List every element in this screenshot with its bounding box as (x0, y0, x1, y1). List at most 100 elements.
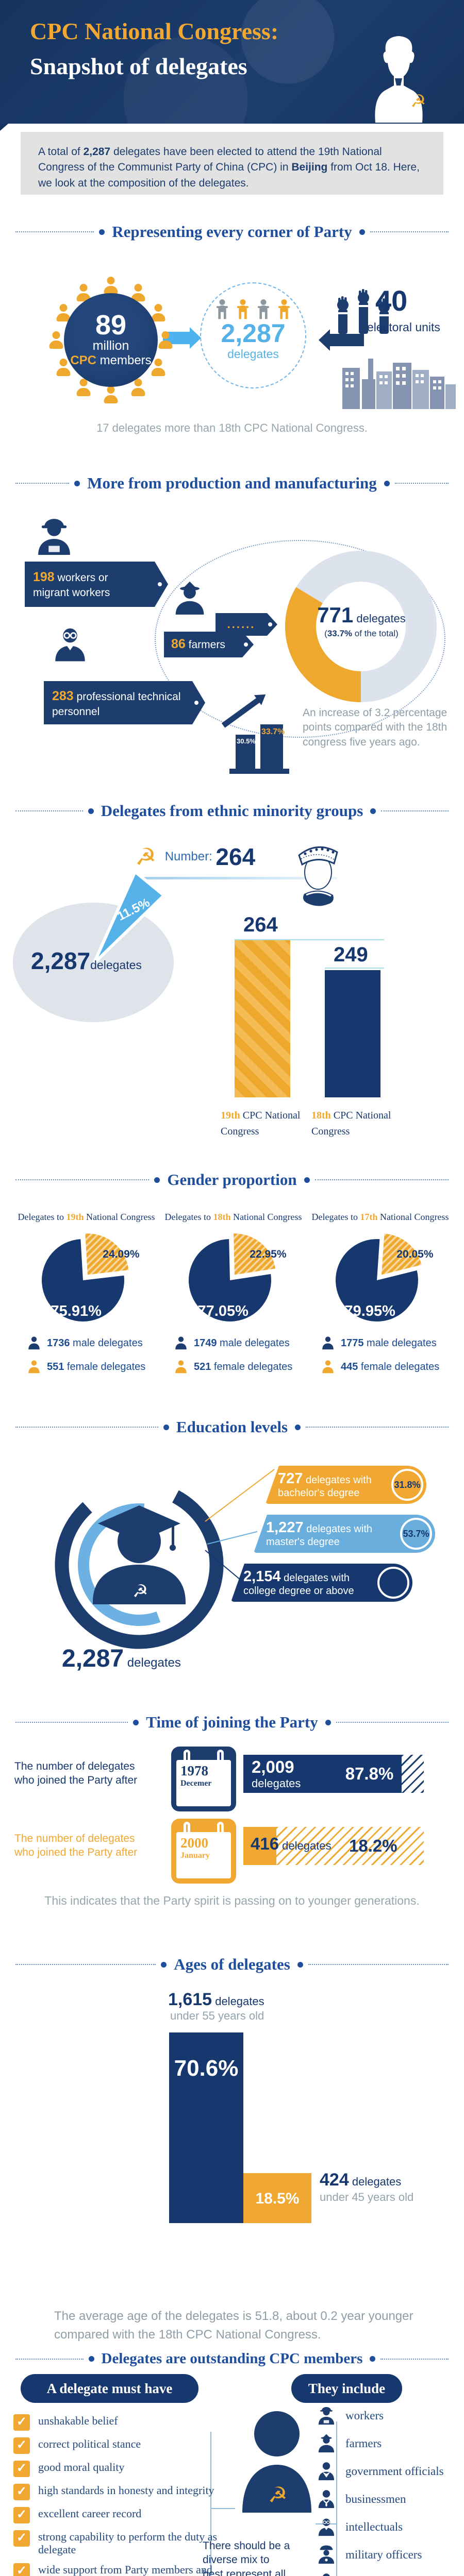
farmer-icon (170, 576, 209, 621)
ethnic-minority-person-icon (298, 846, 338, 906)
bullet-icon (163, 1424, 169, 1430)
member-icon (158, 331, 173, 349)
bullet-icon (325, 1719, 331, 1725)
section-title-education: Education levels (15, 1418, 449, 1436)
bar-remainder (402, 1755, 424, 1793)
bar-18th-congress (325, 970, 380, 1097)
education-total: 2,287 delegates (62, 1645, 181, 1672)
check-icon: ✓ (13, 2437, 30, 2454)
bullet-icon (384, 480, 390, 486)
gender-col-17th: Delegates to 17th National Congress 79.9… (307, 1212, 454, 1376)
section-title-gender: Gender proportion (15, 1171, 449, 1189)
hammer-sickle-icon: ☭ (410, 92, 426, 111)
female-icon (320, 1358, 336, 1376)
header: CPC National Congress: Snapshot of deleg… (0, 0, 464, 124)
calendar-icon-1978: 1978 Decemer (171, 1747, 236, 1811)
bullet-icon (359, 229, 365, 235)
bullet-icon (297, 1961, 303, 1968)
electoral-units-count: 40 (375, 284, 408, 317)
list-item: ✓ high standards in honesty and integrity (13, 2484, 220, 2500)
female-count-row: 521 female delegates (173, 1358, 307, 1376)
check-icon: ✓ (13, 2414, 30, 2431)
list-item: ✓ unshakable belief (13, 2414, 220, 2431)
gridline (235, 939, 384, 940)
female-share: 24.09% (103, 1248, 140, 1260)
intro-total: 2,287 (83, 146, 111, 158)
gender-pie-chart: 79.95% 20.05% (332, 1228, 434, 1328)
joining-bar-2000: 416 delegates 18.2% (243, 1827, 424, 1865)
bar-remainder (276, 1827, 424, 1865)
bullet-icon (88, 808, 94, 814)
bullet-icon (88, 2356, 94, 2362)
donut-label: 771 delegates (33.7% of the total) (317, 603, 406, 638)
male-share: 75.91% (51, 1303, 102, 1319)
under-55-share: 70.6% (174, 2056, 239, 2081)
bachelor-ribbon: 727 delegates with bachelor's degree 31.… (266, 1466, 426, 1504)
bar-19th (260, 724, 283, 769)
number-underline (135, 877, 337, 879)
roles-list: workers farmers government officials bus… (316, 2405, 461, 2576)
cpc-members-circle: 89 million CPC members (64, 293, 158, 387)
bachelor-share: 31.8% (391, 1469, 423, 1501)
section-title-joining: Time of joining the Party (15, 1713, 449, 1732)
figure-icon (255, 299, 272, 320)
delegates-circle: 2,287 delegates (200, 282, 306, 388)
production-donut-chart (285, 551, 437, 702)
production-delegates-count: 771 (317, 603, 354, 627)
joining-row2-label: The number of delegates who joined the Pa… (14, 1833, 138, 1859)
figure-icon (275, 299, 293, 320)
athlete-icon (316, 2572, 337, 2576)
younger-count: 424 delegates (320, 2170, 402, 2190)
member-icon (151, 359, 166, 376)
bullet-icon (161, 1961, 167, 1968)
member-icon (103, 277, 119, 294)
gridline (325, 968, 384, 969)
bar-category: 18th CPC National Congress (311, 1110, 391, 1137)
bar-under-55 (169, 2032, 243, 2223)
master-ribbon: 1,227 delegates with master's degree 53.… (254, 1515, 435, 1553)
official-icon (316, 2461, 337, 2482)
workers-tag: 198 workers or migrant workers (25, 562, 168, 607)
intro-city: Beijing (291, 161, 328, 174)
bar-baseline (229, 769, 289, 774)
minority-wedge (92, 869, 167, 965)
list-item: ✓wide support from Party members and the… (13, 2563, 220, 2576)
delegate-silhouette-icon: ☭ (375, 36, 426, 123)
bar-18th (236, 735, 255, 769)
graduate-icon: ☭ (93, 1505, 186, 1604)
member-icon (48, 331, 64, 349)
electoral-units-label: electoral units (367, 320, 440, 334)
intro-box: A total of 2,287 delegates have been ele… (21, 132, 443, 195)
female-share: 22.95% (250, 1248, 287, 1260)
check-icon: ✓ (13, 2507, 30, 2523)
list-item: ✓ strong capability to perform the duty a… (13, 2530, 220, 2556)
gender-pie-chart: 75.91% 24.09% (38, 1228, 140, 1328)
section-title-outstanding: Delegates are outstanding CPC members (15, 2350, 449, 2367)
joining-note: This indicates that the Party spirit is … (44, 1894, 420, 1907)
bullet-icon (133, 1719, 139, 1725)
joining-row1-label: The number of delegates who joined the Pa… (14, 1760, 138, 1787)
section1-note: 17 delegates more than 18th CPC National… (96, 421, 368, 434)
male-icon (173, 1334, 189, 1352)
list-item: ✓ correct political stance (13, 2437, 220, 2454)
female-count-row: 445 female delegates (320, 1358, 454, 1376)
female-icon (26, 1358, 42, 1376)
figure-icon (213, 299, 231, 320)
list-item: businessmen (316, 2488, 461, 2510)
bracket-stub-left (211, 2508, 235, 2509)
college-ribbon: 2,154 delegates with college degree or a… (231, 1564, 412, 1602)
farmers-tag: 86 farmers (164, 632, 254, 657)
college-share: 94.2% (377, 1567, 409, 1599)
female-count-row: 551 female delegates (26, 1358, 160, 1376)
increase-mini-chart: 30.5% 33.7% An increase of 3.2 percentag… (221, 698, 456, 778)
bullet-icon (304, 1177, 310, 1183)
they-include-header: They include (291, 2374, 402, 2403)
total-delegates-label: 2,287delegates (31, 947, 142, 974)
gender-pie-chart: 77.05% 22.95% (185, 1228, 287, 1328)
left-arrow-icon (319, 329, 364, 351)
professional-icon (49, 620, 91, 669)
younger-sub: under 45 years old (320, 2191, 414, 2204)
bracket-line-right (336, 2421, 337, 2576)
ages-note: The average age of the delegates is 51.8… (54, 2309, 413, 2342)
hammer-sickle-icon: ☭ (135, 843, 157, 870)
